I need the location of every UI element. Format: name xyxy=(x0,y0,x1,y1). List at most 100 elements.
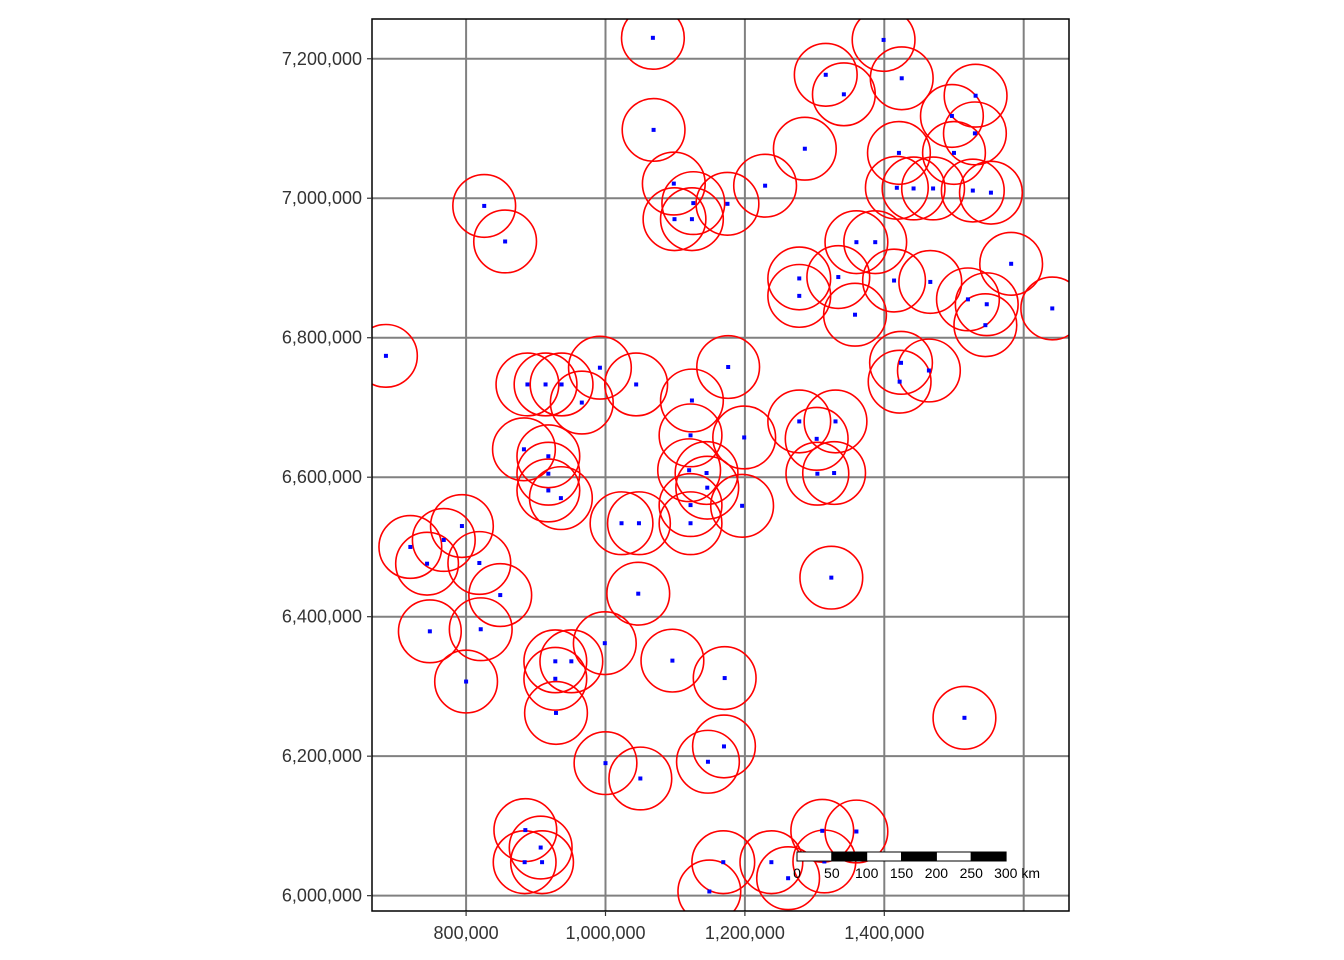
buffer-circle xyxy=(790,798,855,863)
buffer-circle xyxy=(978,231,1044,296)
buffer-circle xyxy=(472,209,538,274)
buffer-circle xyxy=(658,472,723,538)
site-point xyxy=(973,93,978,98)
buffer-circle xyxy=(921,120,987,186)
site-point xyxy=(459,524,464,529)
x-tick-label: 1,200,000 xyxy=(705,923,785,943)
scale-bar-label: 300 km xyxy=(994,865,1040,881)
buffer-circle xyxy=(567,335,633,400)
site-point xyxy=(836,275,841,280)
buffer-circle xyxy=(606,561,671,626)
site-point xyxy=(691,201,696,206)
site-point xyxy=(538,845,543,850)
buffer-circle xyxy=(641,151,706,216)
site-point xyxy=(786,876,791,881)
site-point xyxy=(650,35,655,40)
buffer-circle xyxy=(675,729,741,794)
buffer-circle xyxy=(943,63,1008,128)
site-point xyxy=(797,276,802,281)
buffer-circle xyxy=(785,441,850,506)
buffer-circle xyxy=(806,244,871,310)
buffer-circle xyxy=(508,815,573,880)
scale-bar-segment xyxy=(901,851,937,862)
buffer-circle xyxy=(932,685,997,750)
scale-bar-segment xyxy=(866,851,903,862)
site-point xyxy=(949,113,954,118)
site-point xyxy=(853,312,858,317)
buffer-circle xyxy=(659,368,725,433)
site-point xyxy=(797,419,802,424)
buffer-circle xyxy=(942,101,1008,166)
buffer-circle xyxy=(677,859,742,911)
site-point xyxy=(543,382,548,387)
scale-bar-label: 0 xyxy=(793,865,801,881)
y-tick-label: 7,000,000 xyxy=(282,188,362,208)
buffer-circle xyxy=(900,156,966,221)
site-point xyxy=(672,217,677,222)
site-point xyxy=(688,433,693,438)
site-point xyxy=(707,889,712,894)
site-point xyxy=(988,190,993,195)
scale-bar-label: 150 xyxy=(890,865,914,881)
map-frame xyxy=(371,18,1070,912)
buffer-circle xyxy=(608,746,673,811)
buffer-circle xyxy=(516,424,581,489)
site-point xyxy=(797,293,802,298)
buffer-circle xyxy=(372,323,419,389)
site-point xyxy=(603,761,608,766)
site-point xyxy=(579,400,584,405)
buffer-circle xyxy=(516,441,581,506)
site-point xyxy=(896,150,901,155)
site-point xyxy=(464,679,469,684)
site-point xyxy=(962,715,967,720)
buffer-circle xyxy=(767,389,832,454)
buffer-circle xyxy=(869,46,934,111)
buffer-circle xyxy=(394,531,460,596)
buffer-circle xyxy=(851,19,916,73)
site-point xyxy=(769,860,774,865)
site-point xyxy=(477,560,482,565)
site-point xyxy=(854,829,859,834)
x-tick-label: 1,400,000 xyxy=(844,923,924,943)
site-point xyxy=(705,485,710,490)
buffer-circle xyxy=(573,730,638,796)
buffer-circle xyxy=(516,458,581,523)
site-point xyxy=(892,278,897,283)
site-point xyxy=(841,92,846,97)
buffer-circle xyxy=(674,440,739,506)
buffer-circle xyxy=(523,646,588,711)
site-point xyxy=(926,368,931,373)
buffer-circle xyxy=(433,649,499,714)
scale-bar-label: 50 xyxy=(824,865,840,881)
scale-bar: 0 50 100 150 200 250 300 km xyxy=(793,851,1040,881)
site-point xyxy=(634,382,639,387)
graticule-grid xyxy=(372,19,1069,911)
site-point xyxy=(721,860,726,865)
site-point xyxy=(928,279,933,284)
site-point xyxy=(546,454,551,459)
buffer-circle xyxy=(898,249,963,315)
buffer-circle xyxy=(523,629,588,694)
site-point xyxy=(814,436,819,441)
site-point xyxy=(688,503,693,508)
site-point xyxy=(984,302,989,307)
site-point xyxy=(721,744,726,749)
site-point xyxy=(742,435,747,440)
site-point xyxy=(638,776,643,781)
buffer-circle xyxy=(620,19,686,70)
buffer-circle xyxy=(691,714,757,779)
site-point xyxy=(899,360,904,365)
site-point xyxy=(705,759,710,764)
buffer-circle xyxy=(675,455,740,520)
buffer-circle xyxy=(640,628,705,693)
buffer-circle xyxy=(712,405,777,470)
buffer-circle xyxy=(692,645,757,711)
site-point xyxy=(894,185,899,190)
y-tick-label: 6,200,000 xyxy=(282,746,362,766)
buffer-circle xyxy=(784,406,849,472)
site-point xyxy=(498,593,503,598)
site-point xyxy=(559,382,564,387)
site-point xyxy=(802,146,807,151)
buffer-circle xyxy=(621,97,686,163)
